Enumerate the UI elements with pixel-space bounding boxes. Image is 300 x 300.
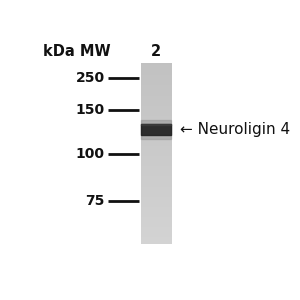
Text: 150: 150 (76, 103, 105, 117)
Text: 250: 250 (76, 70, 105, 85)
Text: 2: 2 (151, 44, 161, 59)
Text: 75: 75 (85, 194, 105, 208)
Bar (141, 124, 171, 125)
Bar (141, 120, 171, 139)
Text: kDa MW: kDa MW (43, 44, 111, 59)
Text: 100: 100 (76, 147, 105, 161)
Text: ← Neuroligin 4: ← Neuroligin 4 (181, 122, 291, 137)
Bar (141, 124, 171, 135)
